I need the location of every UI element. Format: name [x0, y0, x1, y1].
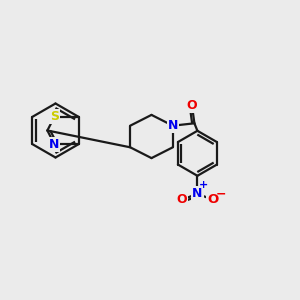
Text: N: N [168, 119, 178, 132]
Text: N: N [49, 137, 59, 151]
Text: −: − [216, 188, 227, 201]
Text: N: N [192, 187, 203, 200]
Text: O: O [187, 99, 197, 112]
Text: O: O [207, 193, 219, 206]
Text: +: + [199, 180, 208, 190]
Text: O: O [176, 193, 187, 206]
Text: S: S [50, 110, 59, 124]
